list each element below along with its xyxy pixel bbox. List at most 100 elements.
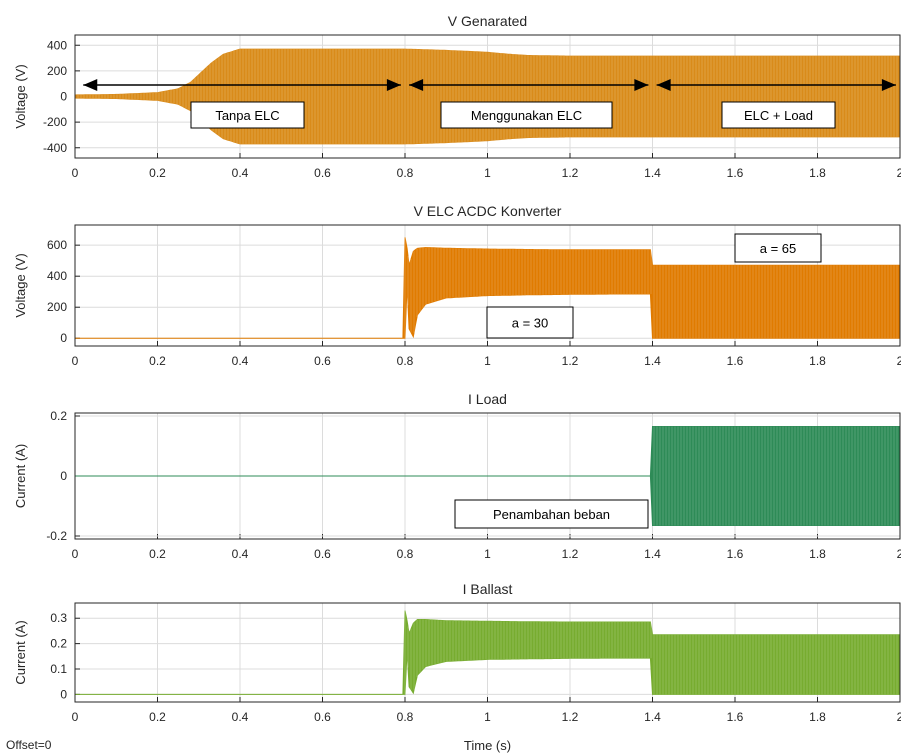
x-tick-label: 1.6 [727,710,744,724]
y-tick-label: 400 [47,38,67,52]
y-tick-label: 0 [60,90,67,104]
x-tick-label: 1.4 [644,710,661,724]
x-tick-label: 0.2 [149,710,166,724]
annotation-frame [454,499,649,529]
axes-frame [74,412,901,540]
x-tick-label: 0 [72,547,79,561]
x-axis-label: Time (s) [464,738,511,753]
x-tick-label: 1.4 [644,547,661,561]
x-tick-label: 0.2 [149,547,166,561]
x-tick-label: 1.6 [727,166,744,180]
annotation-frame [734,233,822,263]
x-tick-label: 0.4 [232,547,249,561]
panel-2: 0 0.2 0.4 0.6 0.8 1 1.2 1.4 1.6 1.8 2 600 400 200 0 V E… [13,203,901,368]
x-tick-label: 1.8 [809,710,826,724]
x-tick-label: 0.4 [232,354,249,368]
arrow-head-right [634,79,649,91]
chart-title: I Load [468,391,507,407]
y-tick-label: -0.2 [46,529,67,543]
x-tick-label: 0.8 [397,166,414,180]
annotation-frame [190,101,305,129]
y-axis-label: Voltage (V) [13,64,28,128]
panel-3: 0 0.2 0.4 0.6 0.8 1 1.2 1.4 1.6 1.8 2 0.2 0 -0.2 I Loa… [13,391,901,561]
y-tick-label: 0.1 [50,662,67,676]
x-tick-label: 0 [72,354,79,368]
x-tick-label: 0.8 [397,547,414,561]
x-tick-label: 1.8 [809,354,826,368]
arrow-head-left [83,79,98,91]
panel-4: 0 0.2 0.4 0.6 0.8 1 1.2 1.4 1.6 1.8 2 0.3 0.2 0.1 0 I B… [13,581,901,753]
y-tick-label: 0 [60,687,67,701]
axes-frame [74,602,901,703]
arrow-head-right [881,79,896,91]
x-tick-label: 1 [484,547,491,561]
y-tick-label: 0.2 [50,637,67,651]
annotation-box: Menggunakan ELC [440,101,613,129]
series-texture [653,426,901,526]
arrow-head-right [386,79,401,91]
x-tick-label: 1.8 [809,166,826,180]
arrow-head-left [409,79,424,91]
annotation-frame [440,101,613,129]
x-tick-label: 0.2 [149,354,166,368]
arrow-head-left [656,79,671,91]
axes-frame [74,224,901,347]
annotation-box: a = 30 [486,306,574,339]
y-tick-label: 0 [60,331,67,345]
annotation-frame [721,101,836,129]
y-tick-label: -200 [43,115,67,129]
x-tick-label: 0.8 [397,354,414,368]
x-tick-label: 2 [897,354,901,368]
x-tick-label: 1.2 [562,547,579,561]
y-tick-label: 600 [47,238,67,252]
y-axis-label: Current (A) [13,444,28,508]
double-arrow [409,79,649,91]
x-tick-label: 1.4 [644,354,661,368]
x-tick-label: 0.6 [314,710,331,724]
x-tick-label: 1.2 [562,166,579,180]
x-tick-label: 1 [484,710,491,724]
annotation-text: Menggunakan ELC [471,108,582,123]
x-tick-label: 1.6 [727,354,744,368]
x-tick-label: 1.4 [644,166,661,180]
offset-label: Offset=0 [6,738,52,752]
x-tick-label: 0.6 [314,354,331,368]
x-tick-label: 1 [484,354,491,368]
x-tick-label: 2 [897,547,901,561]
annotation-box: Tanpa ELC [190,101,305,129]
x-tick-label: 0 [72,166,79,180]
y-tick-label: -400 [43,141,67,155]
annotation-text: Penambahan beban [493,507,610,522]
x-tick-label: 2 [897,166,901,180]
annotation-frame [486,306,574,339]
y-tick-label: 0.3 [50,611,67,625]
annotation-box: ELC + Load [721,101,836,129]
annotation-text: ELC + Load [744,108,813,123]
double-arrow [656,79,896,91]
annotation-box: a = 65 [734,233,822,263]
chart-title: V Genarated [448,13,527,29]
x-tick-label: 0 [72,710,79,724]
annotation-text: Tanpa ELC [215,108,279,123]
x-tick-label: 1.2 [562,354,579,368]
double-arrow [83,79,401,91]
axes-frame [74,34,901,159]
x-tick-label: 1.8 [809,547,826,561]
x-tick-label: 2 [897,710,901,724]
series-texture [404,237,901,339]
panel-1: 0 0.2 0.4 0.6 0.8 1 1.2 1.4 1.6 1.8 2 400 200 0 -200 -4… [13,13,901,180]
annotation-text: a = 65 [760,241,797,256]
y-tick-label: 200 [47,64,67,78]
x-tick-label: 1 [484,166,491,180]
annotation-text: a = 30 [512,316,549,331]
annotation-box: Penambahan beban [454,499,649,529]
y-tick-label: 0.2 [50,409,67,423]
x-tick-label: 0.6 [314,166,331,180]
x-tick-label: 0.2 [149,166,166,180]
y-axis-label: Current (A) [13,620,28,684]
x-tick-label: 0.4 [232,166,249,180]
chart-title: V ELC ACDC Konverter [414,203,562,219]
y-tick-label: 400 [47,269,67,283]
y-tick-label: 0 [60,469,67,483]
